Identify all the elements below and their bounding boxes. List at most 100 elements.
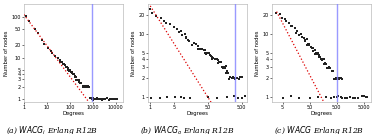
Point — [309, 47, 315, 49]
Point — [306, 44, 312, 46]
Point — [99, 98, 105, 101]
Point — [334, 78, 340, 80]
Point — [92, 98, 98, 100]
Point — [326, 67, 332, 69]
Point — [334, 96, 340, 98]
Point — [204, 52, 210, 54]
Point — [182, 33, 188, 36]
Point — [315, 53, 321, 55]
Point — [305, 43, 311, 45]
Point — [171, 96, 177, 98]
Point — [232, 78, 238, 80]
Point — [336, 78, 342, 80]
Point — [86, 86, 92, 88]
Point — [213, 58, 219, 60]
Point — [304, 38, 310, 41]
Text: (c) $WACG$ Erlang R12B: (c) $WACG$ Erlang R12B — [274, 124, 364, 134]
Point — [313, 53, 319, 55]
Point — [210, 58, 216, 60]
Point — [69, 71, 75, 73]
Point — [279, 17, 285, 19]
Point — [290, 25, 296, 27]
Point — [206, 51, 212, 54]
Point — [62, 64, 68, 66]
Point — [82, 85, 88, 88]
Point — [71, 73, 77, 75]
Point — [74, 78, 80, 81]
Point — [237, 76, 243, 79]
Point — [67, 69, 73, 71]
Point — [307, 97, 313, 99]
Point — [164, 22, 170, 24]
Point — [335, 95, 341, 97]
Point — [239, 97, 245, 99]
Point — [64, 66, 70, 68]
Point — [212, 58, 218, 60]
Point — [221, 66, 227, 68]
Point — [358, 95, 364, 97]
Point — [94, 97, 100, 99]
Point — [209, 56, 215, 58]
Point — [69, 71, 75, 73]
Point — [312, 49, 318, 51]
Point — [230, 77, 236, 79]
Point — [352, 97, 358, 99]
Point — [347, 96, 353, 98]
Point — [95, 98, 101, 100]
Point — [316, 54, 322, 56]
Point — [113, 98, 119, 100]
Point — [179, 34, 185, 36]
Point — [308, 46, 314, 48]
Point — [364, 96, 370, 98]
Point — [95, 98, 101, 100]
Point — [195, 45, 201, 47]
Point — [71, 73, 77, 75]
Point — [222, 66, 228, 69]
Point — [330, 70, 336, 72]
Point — [355, 97, 361, 99]
Point — [68, 71, 74, 73]
Point — [183, 36, 189, 38]
Point — [65, 69, 71, 71]
Point — [234, 77, 240, 79]
X-axis label: Degrees: Degrees — [186, 111, 208, 116]
Point — [69, 72, 75, 74]
Point — [187, 97, 193, 99]
Y-axis label: Number of nodes: Number of nodes — [4, 30, 9, 76]
Point — [93, 98, 99, 100]
Point — [72, 76, 78, 78]
Point — [304, 44, 310, 46]
Point — [178, 30, 184, 32]
Point — [148, 97, 154, 99]
Point — [183, 36, 189, 39]
Point — [90, 97, 96, 99]
Point — [63, 66, 69, 68]
Point — [317, 56, 323, 58]
Point — [305, 44, 311, 46]
Point — [316, 56, 322, 58]
Point — [202, 49, 208, 51]
Point — [344, 96, 350, 99]
Point — [314, 52, 320, 55]
Point — [279, 97, 285, 99]
Point — [330, 70, 336, 72]
Point — [61, 63, 67, 65]
Point — [239, 76, 245, 78]
Point — [328, 97, 334, 100]
Y-axis label: Number of nodes: Number of nodes — [131, 30, 136, 76]
Point — [185, 39, 191, 41]
Point — [219, 66, 225, 68]
Point — [167, 23, 173, 25]
Point — [350, 97, 356, 99]
Point — [207, 54, 213, 56]
Point — [88, 97, 94, 99]
Point — [65, 67, 71, 69]
Point — [315, 96, 321, 98]
Point — [238, 76, 244, 79]
Point — [158, 16, 164, 19]
Point — [331, 78, 337, 80]
Point — [100, 98, 106, 100]
Point — [73, 76, 79, 78]
Point — [338, 77, 344, 79]
Point — [218, 61, 224, 63]
